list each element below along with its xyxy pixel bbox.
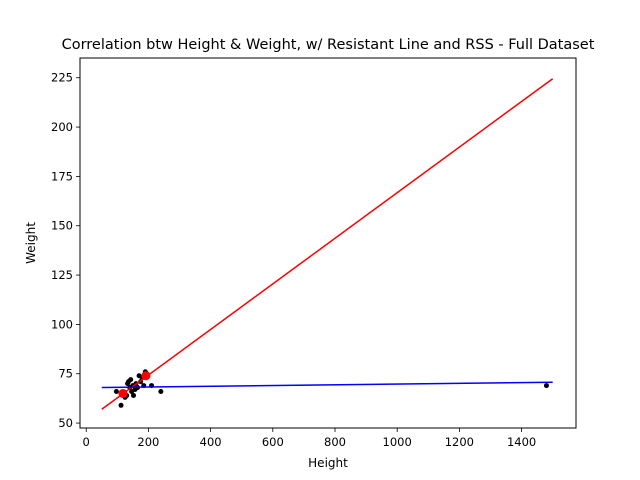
- fit-line-1: [101, 78, 554, 410]
- data-point-11: [130, 392, 136, 398]
- x-tick-label-7: 1400: [507, 435, 536, 449]
- chart-title: Correlation btw Height & Weight, w/ Resi…: [62, 37, 595, 53]
- x-tick-label-3: 600: [262, 435, 284, 449]
- data-point-0: [113, 388, 119, 394]
- y-axis: 50 75 100 125 150 175 200 225: [51, 71, 80, 430]
- y-tick-label-1: 75: [58, 367, 73, 381]
- y-tick-label-4: 150: [51, 219, 73, 233]
- x-axis-label: Height: [308, 456, 348, 470]
- x-tick-label-1: 200: [137, 435, 159, 449]
- y-tick-label-5: 175: [51, 169, 73, 183]
- x-tick-label-6: 1200: [445, 435, 474, 449]
- data-point-1: [118, 402, 124, 408]
- data-point-23: [543, 383, 549, 389]
- x-tick-label-2: 400: [200, 435, 222, 449]
- y-tick-label-2: 100: [51, 317, 73, 331]
- y-tick-label-6: 200: [51, 120, 73, 134]
- fit-line-2: [101, 381, 553, 389]
- resistant-point-0: [118, 388, 128, 398]
- y-axis-label: Weight: [24, 222, 38, 264]
- x-tick-label-0: 0: [83, 435, 90, 449]
- y-tick-label-3: 125: [51, 268, 73, 282]
- plot-layer: [101, 78, 554, 410]
- resistant-point-1: [141, 371, 151, 381]
- data-point-8: [128, 377, 134, 383]
- x-tick-label-4: 800: [324, 435, 346, 449]
- y-tick-label-0: 50: [58, 416, 73, 430]
- plot-frame: [79, 57, 577, 429]
- x-tick-label-5: 1000: [383, 435, 412, 449]
- data-point-22: [158, 388, 164, 394]
- x-axis: 0 200 400 600 800 1000 1200 1400: [83, 428, 536, 449]
- y-tick-label-7: 225: [51, 71, 73, 85]
